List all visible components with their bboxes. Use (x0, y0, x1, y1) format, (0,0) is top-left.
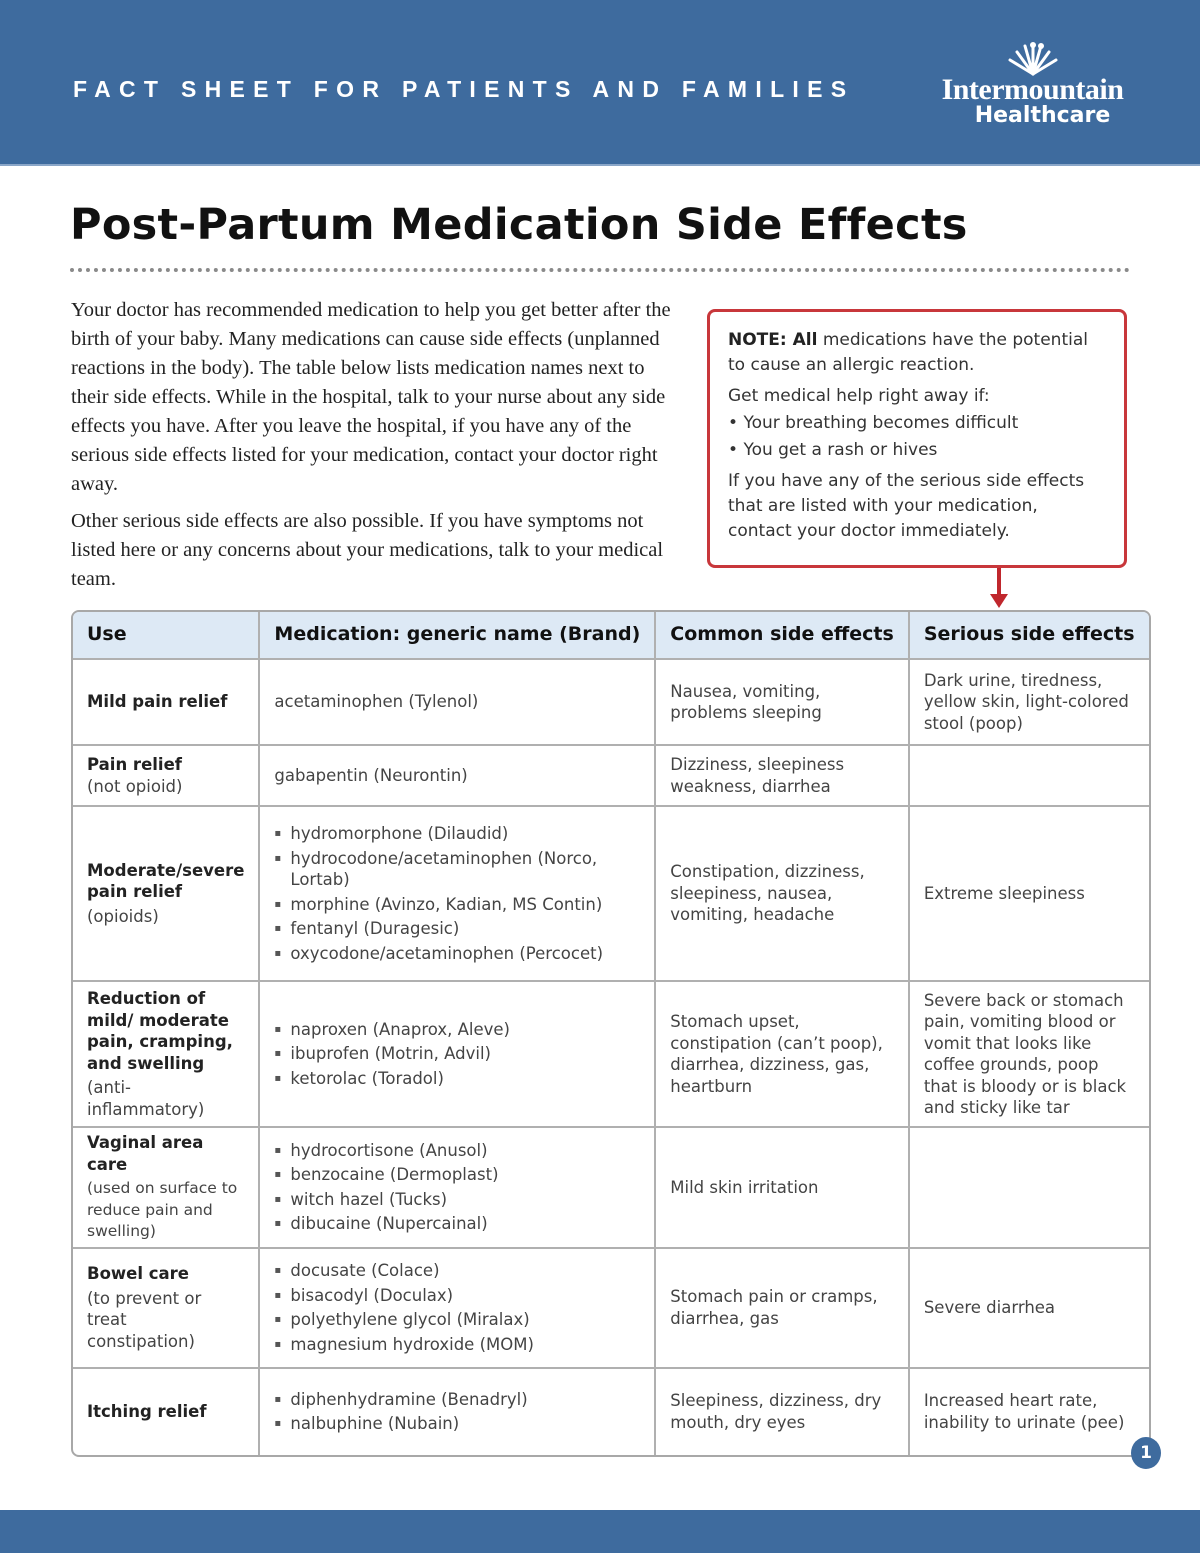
intermountain-logo: Intermountain Healthcare (925, 40, 1140, 130)
medication-item: nalbuphine (Nubain) (274, 1413, 640, 1435)
common-effects-cell: Stomach pain or cramps, diarrhea, gas (656, 1246, 910, 1367)
medication-item: docusate (Colace) (274, 1260, 640, 1282)
medication-item: polyethylene glycol (Miralax) (274, 1309, 640, 1331)
serious-effects-cell: Increased heart rate, inability to urina… (909, 1366, 1149, 1455)
medication-item: morphine (Avinzo, Kadian, MS Contin) (274, 894, 640, 916)
use-cell: Bowel care (to prevent or treat constipat… (73, 1246, 261, 1367)
medication-cell: hydrocortisone (Anusol) benzocaine (Derm… (260, 1126, 657, 1247)
arrow-down-icon (990, 568, 1008, 608)
serious-effects-cell: Extreme sleepiness (909, 805, 1149, 980)
medication-item: witch hazel (Tucks) (274, 1189, 640, 1211)
medication-list: hydromorphone (Dilaudid) hydrocodone/ace… (274, 823, 640, 964)
medication-item: diphenhydramine (Benadryl) (274, 1389, 640, 1411)
use-cell: Mild pain relief (73, 658, 261, 744)
common-effects-cell: Mild skin irritation (656, 1126, 910, 1247)
note-lead: NOTE: All medications have the potential… (728, 328, 1106, 378)
serious-effects-cell: Severe diarrhea (909, 1246, 1149, 1367)
medication-table: Use Medication: generic name (Brand) Com… (71, 610, 1151, 1457)
logo-sub: Healthcare (974, 103, 1111, 128)
medication-item: dibucaine (Nupercainal) (274, 1213, 640, 1235)
table-row: Moderate/severe pain relief(opioids) hyd… (73, 805, 1149, 980)
common-effects-cell: Constipation, dizziness, sleepiness, nau… (656, 805, 910, 980)
note-closing: If you have any of the serious side effe… (728, 471, 1085, 541)
common-effects-cell: Nausea, vomiting, problems sleeping (656, 658, 910, 744)
page-number-badge: 1 (1131, 1437, 1161, 1469)
intro-text: Your doctor has recommended medication t… (71, 296, 671, 602)
table-row: Mild pain relief acetaminophen (Tylenol)… (73, 658, 1149, 744)
medication-cell: diphenhydramine (Benadryl) nalbuphine (N… (260, 1366, 657, 1455)
table-row: Itching relief diphenhydramine (Benadryl… (73, 1366, 1149, 1455)
medication-cell: docusate (Colace) bisacodyl (Doculax) po… (260, 1246, 657, 1367)
intro-paragraph: Other serious side effects are also poss… (71, 510, 664, 590)
medication-item: hydromorphone (Dilaudid) (274, 823, 640, 845)
medication-cell: acetaminophen (Tylenol) (260, 658, 657, 744)
page-title: Post-Partum Medication Side Effects (70, 200, 968, 250)
medication-list: hydrocortisone (Anusol) benzocaine (Derm… (274, 1140, 640, 1235)
note-text: medications have the potential to cause … (728, 330, 1088, 375)
intro-paragraph: Your doctor has recommended medication t… (71, 299, 671, 495)
medication-item: hydrocodone/acetaminophen (Norco, Lortab… (274, 848, 640, 891)
medication-item: naproxen (Anaprox, Aleve) (274, 1019, 640, 1041)
serious-effects-cell (909, 744, 1149, 805)
medication-list: docusate (Colace) bisacodyl (Doculax) po… (274, 1260, 640, 1355)
title-divider (70, 268, 1130, 272)
footer-band (0, 1510, 1200, 1553)
table-row: Vaginal area care (used on surface to red… (73, 1126, 1149, 1247)
medication-cell: naproxen (Anaprox, Aleve) ibuprofen (Mot… (260, 980, 657, 1126)
fact-sheet-kicker: FACT SHEET FOR PATIENTS AND FAMILIES (73, 76, 855, 102)
use-cell: Pain relief (not opioid) (73, 744, 261, 805)
note-bullet: • Your breathing becomes difficult (728, 413, 1019, 433)
column-header-serious: Serious side effects (909, 612, 1149, 658)
serious-effects-cell: Dark urine, tiredness, yellow skin, ligh… (909, 658, 1149, 744)
column-header-use: Use (73, 612, 261, 658)
allergy-note-box: NOTE: All medications have the potential… (707, 309, 1127, 568)
medication-item: fentanyl (Duragesic) (274, 918, 640, 940)
medication-list: diphenhydramine (Benadryl) nalbuphine (N… (274, 1389, 640, 1435)
note-label: NOTE: All (728, 330, 818, 350)
column-header-medication: Medication: generic name (Brand) (260, 612, 657, 658)
medication-item: ibuprofen (Motrin, Advil) (274, 1043, 640, 1065)
table-header-row: Use Medication: generic name (Brand) Com… (73, 612, 1149, 658)
logo-name: Intermountain (941, 73, 1124, 106)
medication-list: naproxen (Anaprox, Aleve) ibuprofen (Mot… (274, 1019, 640, 1090)
use-cell: Reduction of mild/ moderate pain, crampi… (73, 980, 261, 1126)
medication-item: benzocaine (Dermoplast) (274, 1164, 640, 1186)
note-help-intro: Get medical help right away if: (728, 386, 990, 406)
table-row: Bowel care (to prevent or treat constipat… (73, 1246, 1149, 1367)
serious-effects-cell (909, 1126, 1149, 1247)
common-effects-cell: Dizziness, sleepiness weakness, diarrhea (656, 744, 910, 805)
table-row: Pain relief (not opioid) gabapentin (Neur… (73, 744, 1149, 805)
medication-cell: gabapentin (Neurontin) (260, 744, 657, 805)
medication-item: ketorolac (Toradol) (274, 1068, 640, 1090)
medication-item: magnesium hydroxide (MOM) (274, 1334, 640, 1356)
medication-item: oxycodone/acetaminophen (Percocet) (274, 943, 640, 965)
common-effects-cell: Sleepiness, dizziness, dry mouth, dry ey… (656, 1366, 910, 1455)
table-row: Reduction of mild/ moderate pain, crampi… (73, 980, 1149, 1126)
column-header-common: Common side effects (656, 612, 910, 658)
common-effects-cell: Stomach upset, constipation (can’t poop)… (656, 980, 910, 1126)
serious-effects-cell: Severe back or stomach pain, vomiting bl… (909, 980, 1149, 1126)
use-cell: Moderate/severe pain relief (opioids) (73, 805, 261, 980)
medication-item: bisacodyl (Doculax) (274, 1285, 640, 1307)
medication-item: hydrocortisone (Anusol) (274, 1140, 640, 1162)
use-cell: Itching relief (73, 1366, 261, 1455)
tree-burst-icon (1008, 42, 1057, 76)
use-cell: Vaginal area care (used on surface to red… (73, 1126, 261, 1247)
header-band: FACT SHEET FOR PATIENTS AND FAMILIES Int… (0, 0, 1200, 166)
medication-cell: hydromorphone (Dilaudid) hydrocodone/ace… (260, 805, 657, 980)
note-bullet: • You get a rash or hives (728, 440, 938, 460)
